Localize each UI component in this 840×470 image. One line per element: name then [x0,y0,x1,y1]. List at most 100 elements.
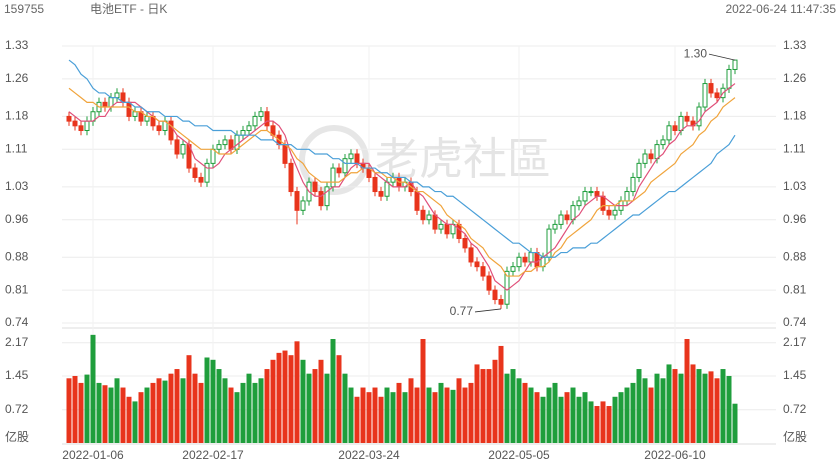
volume-tick-label: 1.45 [783,368,807,382]
candle-body [708,83,714,94]
volume-bar [246,373,252,443]
candle-body [576,200,582,207]
volume-bar [678,373,684,443]
candle-body [258,111,264,117]
y-tick-label: 1.26 [783,71,807,85]
candle-body [384,181,390,197]
candle-body [522,256,528,263]
candle-body [474,261,480,268]
annotation: 0.77 [450,304,474,318]
candle-body [594,191,600,197]
volume-bar [102,385,108,443]
annotation: 1.30 [684,46,708,60]
volume-bar [552,382,558,443]
volume-bar [240,382,246,443]
volume-bar [144,387,150,443]
volume-tick-label: 2.17 [783,335,807,349]
candle-body [234,134,240,150]
volume-bar [726,375,732,443]
volume-bar [228,387,234,443]
volume-bar [690,364,696,443]
volume-bar [540,396,546,443]
volume-bar [84,374,90,443]
volume-bar [288,355,294,443]
candle-body [624,191,630,202]
volume-bar [78,382,84,443]
volume-bar [168,373,174,443]
moving-average [68,83,736,291]
candle-body [66,115,72,122]
candle-body [264,111,270,127]
volume-bar [480,369,486,443]
volume-bar [372,387,378,443]
volume-bar [174,369,180,443]
x-tick-label: 2022-05-05 [488,448,550,462]
chart-title: 电池ETF - 日K [90,2,167,16]
volume-bar [528,387,534,443]
candle-body [204,162,210,183]
volume-bar [204,357,210,443]
candle-body [714,92,720,99]
annotation-leader [474,308,502,313]
candle-body [144,115,150,122]
volume-bar [468,382,474,443]
volume-bar [318,359,324,443]
volume-bar [636,369,642,443]
volume-bar [702,373,708,443]
volume-bar [114,378,120,443]
volume-bar [90,334,96,443]
volume-bar [96,382,102,443]
candle-body [348,153,354,160]
candle-body [180,144,186,155]
candle-body [240,130,246,136]
volume-bar [510,369,516,443]
volume-bar [150,382,156,443]
volume-bar [390,392,396,443]
volume-bar [234,392,240,443]
moving-average [68,87,736,277]
volume-bar [336,355,342,443]
candle-body [300,200,306,211]
candle-body [558,214,564,225]
candle-body [582,191,588,202]
candle-body [588,191,594,194]
volume-bar [300,359,306,443]
candle-body [126,101,132,117]
candle-body [630,176,636,193]
y-tick-label: 1.33 [5,38,29,52]
volume-bar [558,396,564,443]
candle-body [726,68,732,89]
volume-bar [282,350,288,443]
y-tick-label: 0.96 [5,212,29,226]
y-tick-label: 1.18 [5,109,29,123]
y-tick-label: 0.88 [5,249,29,263]
candle-body [600,195,606,211]
volume-bar [732,403,738,443]
candle-body [660,139,666,146]
volume-bar [450,389,456,443]
candle-body [648,153,654,160]
volume-bar [456,378,462,443]
volume-bar [120,387,126,443]
y-tick-label: 1.11 [5,141,28,155]
volume-bar [210,359,216,443]
candle-body [192,167,198,178]
volume-bar [618,392,624,443]
y-tick-label: 1.03 [5,179,29,193]
volume-tick-label: 0.72 [783,402,807,416]
y-tick-label: 0.88 [783,249,807,263]
volume-bar [384,387,390,443]
candle-body [570,205,576,221]
volume-bar [654,373,660,443]
candle-body [684,115,690,122]
candle-body [324,186,330,207]
candle-body [498,299,504,305]
candle-body [672,125,678,132]
volume-bar [402,392,408,443]
volume-bar [306,373,312,443]
volume-bar [432,392,438,443]
volume-bar [522,382,528,443]
candle-body [294,191,300,211]
candle-body [354,153,360,164]
